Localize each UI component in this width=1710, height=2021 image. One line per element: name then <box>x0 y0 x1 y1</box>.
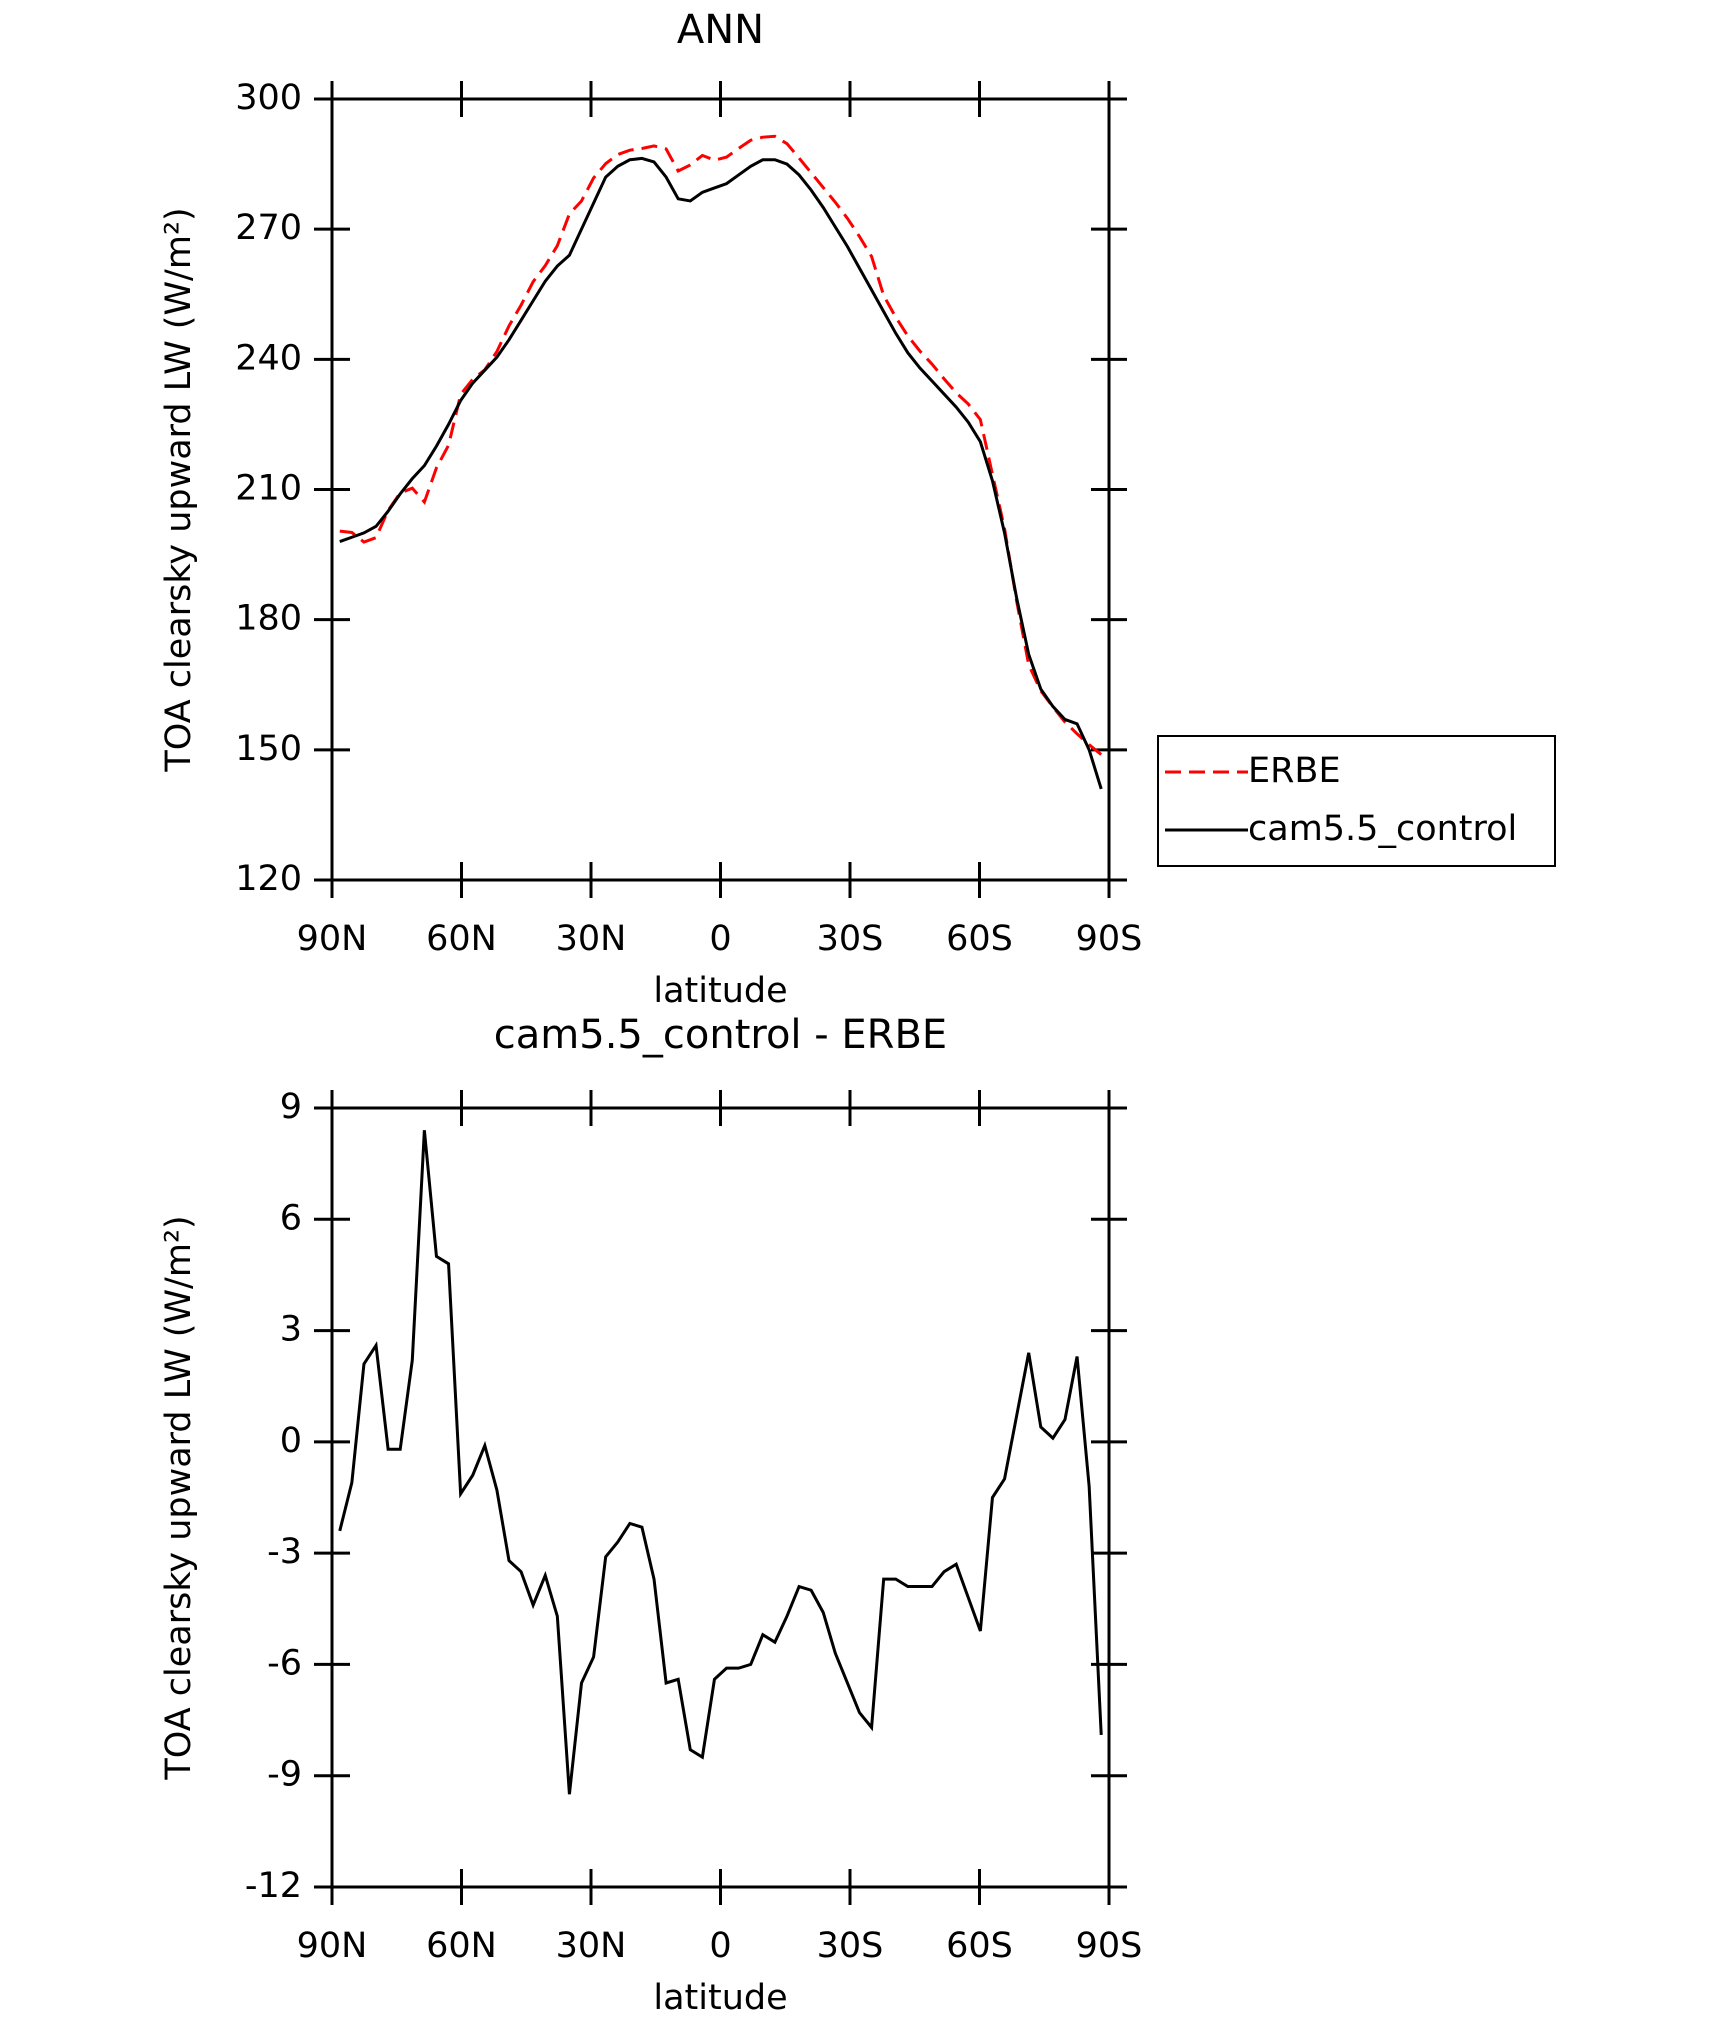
x-tick-label: 90N <box>297 1926 368 1966</box>
x-tick-label: 30S <box>817 1926 884 1966</box>
legend-box <box>1157 735 1556 867</box>
y-tick-label: 150 <box>235 729 302 769</box>
y-tick-label: 270 <box>235 208 302 248</box>
x-tick-label: 90N <box>297 919 368 959</box>
x-tick-label: 30N <box>556 1926 627 1966</box>
y-tick-label: 240 <box>235 338 302 378</box>
x-tick-label: 30S <box>817 919 884 959</box>
y-tick-label: 9 <box>280 1087 302 1127</box>
series-line <box>338 1130 1103 1795</box>
y-tick-label: 120 <box>235 859 302 899</box>
x-tick-label: 0 <box>709 1926 731 1966</box>
legend-label: cam5.5_control <box>1248 809 1517 849</box>
series-line <box>339 134 1103 756</box>
y-tick-label: -6 <box>267 1643 302 1683</box>
y-tick-label: 0 <box>280 1421 302 1461</box>
x-tick-label: 0 <box>709 919 731 959</box>
x-tick-label: 90S <box>1076 919 1143 959</box>
x-tick-label: 60N <box>426 1926 497 1966</box>
y-tick-label: 180 <box>235 599 302 639</box>
y-tick-label: 300 <box>235 78 302 118</box>
y-axis-label: TOA clearsky upward LW (W/m²) <box>159 207 199 772</box>
y-axis-label: TOA clearsky upward LW (W/m²) <box>159 1215 199 1780</box>
y-tick-label: -9 <box>267 1755 302 1795</box>
y-tick-label: 210 <box>235 469 302 509</box>
legend-label: ERBE <box>1248 751 1341 791</box>
x-tick-label: 60S <box>946 919 1013 959</box>
x-tick-label: 90S <box>1076 1926 1143 1966</box>
x-tick-label: 60N <box>426 919 497 959</box>
x-axis-label: latitude <box>653 971 787 1011</box>
y-tick-label: -3 <box>267 1532 302 1572</box>
chart-title: cam5.5_control - ERBE <box>494 1012 947 1058</box>
series-line <box>339 156 1103 790</box>
y-tick-label: 6 <box>280 1198 302 1238</box>
x-tick-label: 60S <box>946 1926 1013 1966</box>
y-tick-label: 3 <box>280 1310 302 1350</box>
x-tick-label: 30N <box>556 919 627 959</box>
x-axis-label: latitude <box>653 1978 787 2018</box>
plot-frame <box>330 97 1111 882</box>
chart-title: ANN <box>677 7 764 53</box>
y-tick-label: -12 <box>245 1866 302 1906</box>
